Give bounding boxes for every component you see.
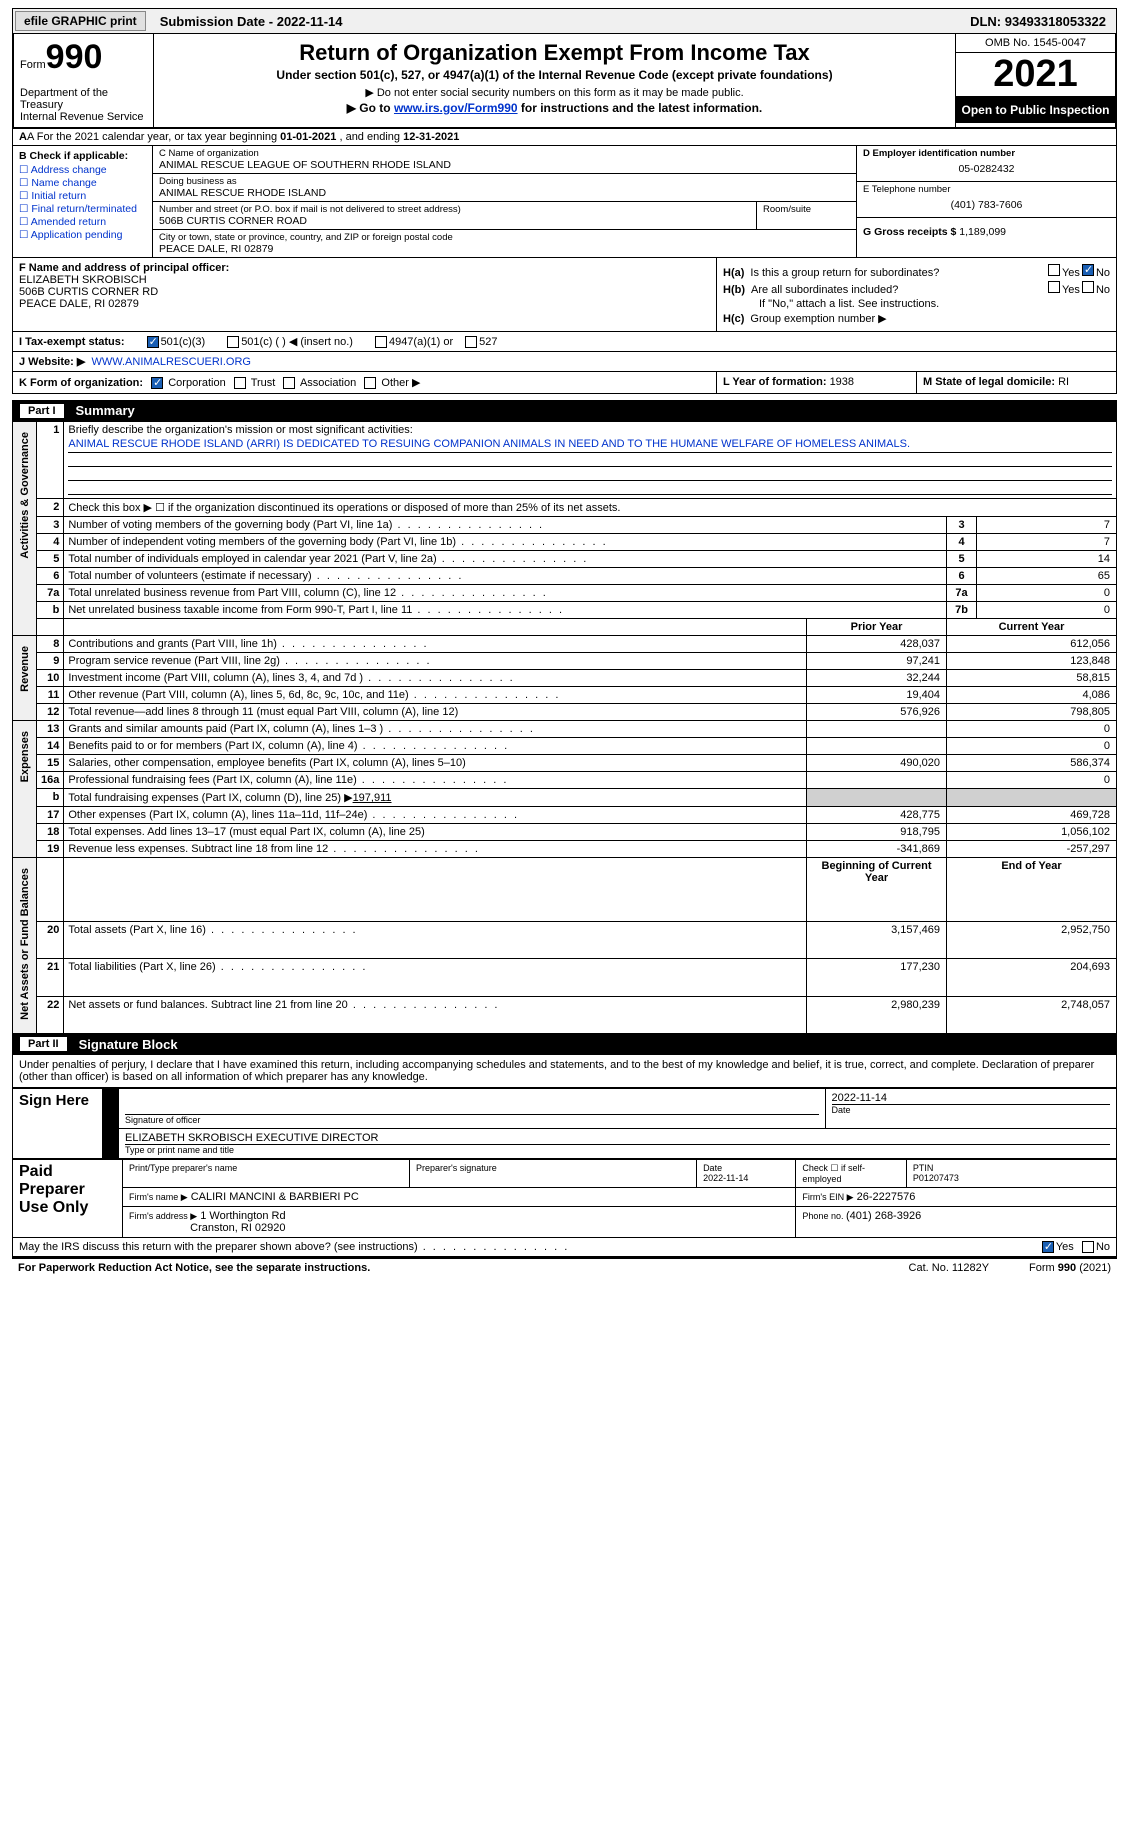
dln: DLN: 93493318053322 bbox=[960, 12, 1116, 31]
form-number: 990 bbox=[46, 38, 103, 76]
discuss-no[interactable] bbox=[1082, 1241, 1094, 1253]
officer-name-title: ELIZABETH SKROBISCH EXECUTIVE DIRECTOR bbox=[125, 1132, 1110, 1144]
side-expenses: Expenses bbox=[19, 723, 31, 790]
ssn-notice: ▶ Do not enter social security numbers o… bbox=[162, 86, 947, 99]
efile-print-button[interactable]: efile GRAPHIC print bbox=[15, 11, 146, 31]
omb-number: OMB No. 1545-0047 bbox=[956, 34, 1115, 53]
sign-here-block: Sign Here Signature of officer 2022-11-1… bbox=[12, 1088, 1117, 1159]
section-h: H(a)Is this a group return for subordina… bbox=[716, 258, 1116, 331]
part-1-header: Part ISummary bbox=[12, 400, 1117, 421]
discuss-row: May the IRS discuss this return with the… bbox=[12, 1238, 1117, 1257]
form-trust[interactable] bbox=[234, 377, 246, 389]
form-header: Form990 Department of the Treasury Inter… bbox=[12, 34, 1117, 129]
row-j-website: J Website: ▶ WWW.ANIMALRESCUERI.ORG bbox=[12, 352, 1117, 372]
org-street: 506B CURTIS CORNER ROAD bbox=[159, 215, 750, 227]
opt-final-return[interactable]: ☐ Final return/terminated bbox=[19, 203, 146, 215]
gross-receipts: 1,189,099 bbox=[959, 226, 1006, 238]
section-f: F Name and address of principal officer:… bbox=[13, 258, 716, 331]
goto-notice: ▶ Go to www.irs.gov/Form990 for instruct… bbox=[162, 101, 947, 115]
signature-intro: Under penalties of perjury, I declare th… bbox=[12, 1055, 1117, 1088]
status-501c[interactable] bbox=[227, 336, 239, 348]
officer-name: ELIZABETH SKROBISCH bbox=[19, 274, 710, 286]
org-dba: ANIMAL RESCUE RHODE ISLAND bbox=[159, 187, 850, 199]
org-name: ANIMAL RESCUE LEAGUE OF SOUTHERN RHODE I… bbox=[159, 159, 850, 171]
firm-name: CALIRI MANCINI & BARBIERI PC bbox=[191, 1191, 359, 1203]
website-link[interactable]: WWW.ANIMALRESCUERI.ORG bbox=[91, 356, 251, 368]
opt-application-pending[interactable]: ☐ Application pending bbox=[19, 229, 146, 241]
discuss-yes[interactable] bbox=[1042, 1241, 1054, 1253]
form-assoc[interactable] bbox=[283, 377, 295, 389]
status-527[interactable] bbox=[465, 336, 477, 348]
phone: (401) 783-7606 bbox=[863, 195, 1110, 215]
paid-preparer-block: Paid Preparer Use Only Print/Type prepar… bbox=[12, 1159, 1117, 1238]
dept-label: Department of the Treasury Internal Reve… bbox=[20, 87, 147, 123]
side-netassets: Net Assets or Fund Balances bbox=[19, 860, 31, 1028]
section-b: B Check if applicable: ☐ Address change … bbox=[13, 146, 153, 257]
form-corp[interactable] bbox=[151, 377, 163, 389]
open-inspection: Open to Public Inspection bbox=[956, 97, 1115, 123]
tax-year: 2021 bbox=[956, 53, 1115, 97]
row-m-state: M State of legal domicile: RI bbox=[916, 372, 1116, 393]
org-city: PEACE DALE, RI 02879 bbox=[159, 243, 850, 255]
hb-yes[interactable] bbox=[1048, 281, 1060, 293]
opt-name-change[interactable]: ☐ Name change bbox=[19, 177, 146, 189]
top-toolbar: efile GRAPHIC print Submission Date - 20… bbox=[12, 8, 1117, 34]
irs-link[interactable]: www.irs.gov/Form990 bbox=[394, 101, 518, 115]
submission-date: Submission Date - 2022-11-14 bbox=[148, 12, 355, 31]
row-i-tax-status: I Tax-exempt status: 501(c)(3) 501(c) ( … bbox=[12, 332, 1117, 352]
form-other[interactable] bbox=[364, 377, 376, 389]
row-a-tax-year: AA For the 2021 calendar year, or tax ye… bbox=[12, 129, 1117, 146]
side-activities: Activities & Governance bbox=[19, 424, 31, 567]
row-l-year: L Year of formation: 1938 bbox=[716, 372, 916, 393]
form-subtitle: Under section 501(c), 527, or 4947(a)(1)… bbox=[162, 68, 947, 82]
status-501c3[interactable] bbox=[147, 336, 159, 348]
form-word: Form bbox=[20, 59, 46, 71]
opt-initial-return[interactable]: ☐ Initial return bbox=[19, 190, 146, 202]
page-footer: For Paperwork Reduction Act Notice, see … bbox=[12, 1257, 1117, 1277]
side-revenue: Revenue bbox=[19, 638, 31, 700]
ein: 05-0282432 bbox=[863, 159, 1110, 179]
row-k-org-form: K Form of organization: Corporation Trus… bbox=[13, 372, 716, 393]
part-2-header: Part IISignature Block bbox=[12, 1034, 1117, 1055]
summary-table: Activities & Governance 1 Briefly descri… bbox=[12, 421, 1117, 1034]
hb-no[interactable] bbox=[1082, 281, 1094, 293]
opt-amended-return[interactable]: ☐ Amended return bbox=[19, 216, 146, 228]
opt-address-change[interactable]: ☐ Address change bbox=[19, 164, 146, 176]
section-deg: D Employer identification number 05-0282… bbox=[856, 146, 1116, 257]
form-title: Return of Organization Exempt From Incom… bbox=[162, 40, 947, 66]
section-c: C Name of organization ANIMAL RESCUE LEA… bbox=[153, 146, 856, 257]
ha-yes[interactable] bbox=[1048, 264, 1060, 276]
mission-text: ANIMAL RESCUE RHODE ISLAND (ARRI) IS DED… bbox=[68, 436, 1112, 453]
ha-no[interactable] bbox=[1082, 264, 1094, 276]
status-4947[interactable] bbox=[375, 336, 387, 348]
